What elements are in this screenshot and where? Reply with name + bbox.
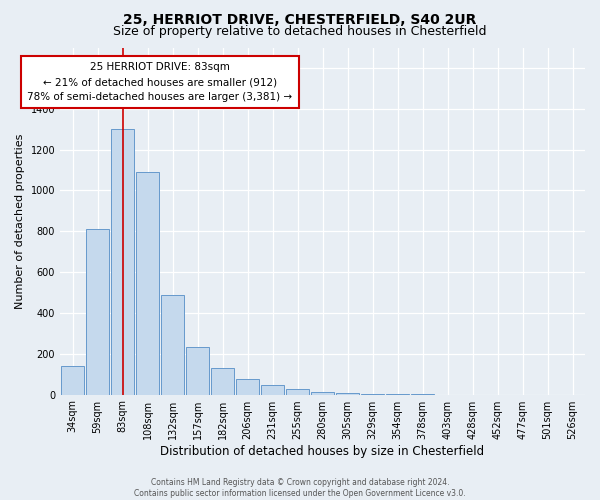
X-axis label: Distribution of detached houses by size in Chesterfield: Distribution of detached houses by size … bbox=[160, 444, 485, 458]
Bar bbox=[61, 366, 85, 394]
Text: 25, HERRIOT DRIVE, CHESTERFIELD, S40 2UR: 25, HERRIOT DRIVE, CHESTERFIELD, S40 2UR bbox=[124, 12, 476, 26]
Bar bbox=[136, 172, 160, 394]
Bar bbox=[236, 380, 259, 394]
Bar bbox=[335, 393, 359, 394]
Bar bbox=[286, 390, 310, 394]
Y-axis label: Number of detached properties: Number of detached properties bbox=[15, 134, 25, 308]
Bar bbox=[110, 129, 134, 394]
Bar bbox=[311, 392, 334, 394]
Bar bbox=[260, 385, 284, 394]
Bar bbox=[211, 368, 235, 394]
Text: 25 HERRIOT DRIVE: 83sqm
← 21% of detached houses are smaller (912)
78% of semi-d: 25 HERRIOT DRIVE: 83sqm ← 21% of detache… bbox=[28, 62, 293, 102]
Text: Contains HM Land Registry data © Crown copyright and database right 2024.
Contai: Contains HM Land Registry data © Crown c… bbox=[134, 478, 466, 498]
Bar bbox=[86, 229, 109, 394]
Bar bbox=[161, 294, 184, 394]
Text: Size of property relative to detached houses in Chesterfield: Size of property relative to detached ho… bbox=[113, 25, 487, 38]
Bar bbox=[185, 346, 209, 395]
